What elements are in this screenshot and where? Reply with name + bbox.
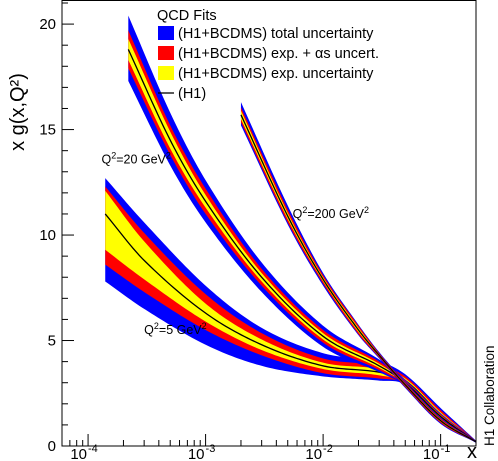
legend-label: (H1): [178, 86, 206, 102]
bands-layer: [104, 15, 476, 443]
legend-swatch: [158, 46, 174, 60]
curve-label: Q2=200 GeV2: [293, 205, 369, 221]
plot-frame: [61, 0, 477, 447]
band-central-line-2: [240, 114, 476, 443]
x-tick-label: 10-3: [188, 443, 215, 461]
legend-swatch: [158, 26, 174, 40]
legend: QCD Fits (H1+BCDMS) total uncertainty (H1+…: [157, 8, 379, 102]
annotation-layer: Q2=20 GeV2 Q2=200 GeV2 Q2=5 GeV2: [101, 150, 369, 337]
curve-label: Q2=20 GeV2: [101, 150, 170, 166]
y-tick-label: 0: [48, 438, 56, 455]
y-tick-label: 20: [39, 16, 56, 33]
y-axis-title: x g(x,Q²): [7, 73, 29, 151]
x-tick-label: 10-4: [70, 443, 97, 461]
legend-label: (H1+BCDMS) exp. uncertainty: [178, 66, 374, 82]
band-central-line-1: [127, 49, 476, 443]
collaboration-label: H1 Collaboration: [482, 345, 497, 446]
legend-label: (H1+BCDMS) total uncertainty: [178, 26, 374, 42]
y-tick-label: 10: [39, 227, 56, 244]
band-group-1: [127, 15, 476, 443]
y-tick-label: 5: [48, 333, 56, 350]
legend-title: QCD Fits: [157, 8, 217, 24]
x-tick-label: 10-1: [423, 443, 450, 461]
band-group-2: [240, 102, 476, 443]
band-exp-uncertainty-2: [240, 110, 476, 443]
band-total-uncertainty-2: [240, 102, 476, 443]
x-tick-label: 10-2: [305, 443, 332, 461]
legend-swatch: [158, 66, 174, 80]
axes-layer: 0 5 10 15 20 10-4 10-3 10-2 10-1: [39, 0, 477, 461]
curve-label: Q2=5 GeV2: [144, 321, 207, 337]
y-tick-label: 15: [39, 122, 56, 139]
band-exp-alphas-uncertainty-0: [105, 186, 476, 443]
band-exp-alphas-uncertainty-2: [240, 107, 476, 443]
legend-label: (H1+BCDMS) exp. + αs uncert.: [178, 46, 379, 62]
x-axis-title: x: [467, 441, 477, 461]
